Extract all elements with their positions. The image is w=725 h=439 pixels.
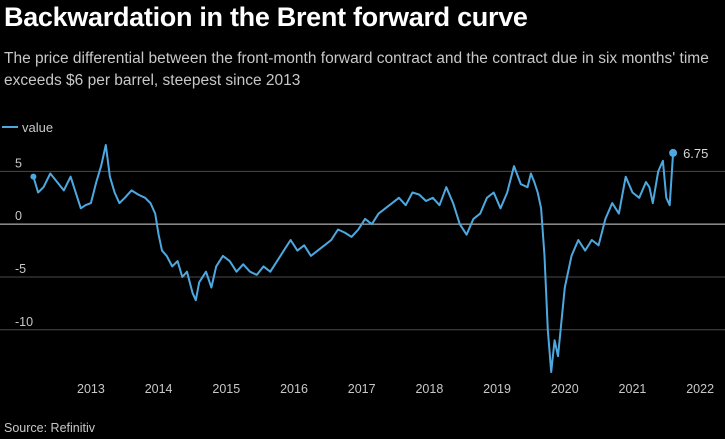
series-layer: 6.75 [30,144,708,373]
end-value-label: 6.75 [683,146,708,161]
y-tick-label: -5 [15,262,26,276]
x-tick-label: 2020 [551,382,579,396]
legend-label-value: value [22,120,53,135]
chart-title: Backwardation in the Brent forward curve [4,2,528,32]
y-tick-label: 5 [15,156,22,170]
y-tick-label: 0 [15,209,22,223]
chart-subtitle: The price differential between the front… [4,50,709,89]
x-tick-label: 2022 [686,382,714,396]
legend: value [2,120,53,135]
series-start-point [30,173,37,180]
series-line-value [32,144,675,373]
x-tick-label: 2018 [415,382,443,396]
source-note: Source: Refinitiv [4,421,96,435]
series-end-point [669,148,678,157]
x-tick-label: 2013 [77,382,105,396]
x-tick-label: 2015 [212,382,240,396]
x-tick-label: 2017 [348,382,376,396]
grid-layer: 5 0 -5 -10 [0,156,725,331]
x-tick-label: 2021 [619,382,647,396]
x-tick-label: 2016 [280,382,308,396]
y-tick-label: -10 [15,315,33,329]
x-axis-ticks: 2013 2014 2015 2016 2017 2018 2019 2020 2021 2022 [77,382,714,396]
x-tick-label: 2019 [483,382,511,396]
x-tick-label: 2014 [145,382,173,396]
